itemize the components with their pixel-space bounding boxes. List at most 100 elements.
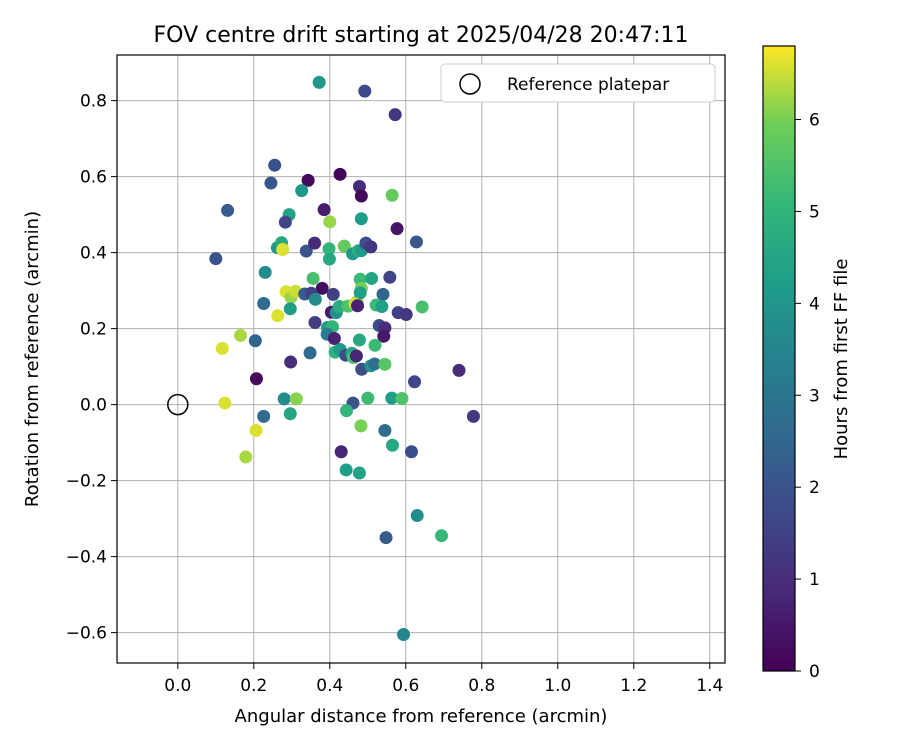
x-tick-label: 1.4	[696, 676, 723, 696]
x-tick-label: 1.2	[620, 676, 647, 696]
y-tick-label: −0.6	[66, 624, 107, 644]
scatter-point	[323, 215, 337, 229]
scatter-point	[368, 357, 382, 371]
scatter-point	[326, 287, 340, 301]
scatter-point	[264, 176, 278, 190]
scatter-point	[299, 244, 313, 258]
scatter-point	[354, 419, 368, 433]
scatter-point	[312, 75, 326, 89]
scatter-point	[334, 445, 348, 459]
scatter-point	[322, 242, 336, 256]
scatter-point	[239, 450, 253, 464]
scatter-points	[209, 75, 480, 641]
scatter-point	[277, 392, 291, 406]
scatter-point	[258, 265, 272, 279]
scatter-point	[249, 423, 263, 437]
scatter-point	[248, 334, 262, 348]
scatter-point	[452, 363, 466, 377]
scatter-point	[365, 271, 379, 285]
scatter-point	[215, 341, 229, 355]
scatter-point	[383, 270, 397, 284]
scatter-point	[315, 281, 329, 295]
scatter-point	[385, 188, 399, 202]
x-axis-label: Angular distance from reference (arcmin)	[235, 706, 608, 727]
scatter-point	[385, 391, 399, 405]
scatter-point	[378, 357, 392, 371]
scatter-point	[395, 392, 409, 406]
reference-platepar-marker	[167, 393, 189, 416]
scatter-point	[386, 438, 399, 452]
scatter-point	[303, 346, 317, 360]
scatter-point	[295, 184, 309, 198]
colorbar-tick-label: 3	[809, 386, 820, 406]
scatter-point	[378, 423, 392, 437]
scatter-point	[271, 309, 285, 323]
legend-label: Reference platepar	[507, 75, 669, 95]
scatter-point	[390, 222, 404, 236]
scatter-point	[284, 355, 298, 369]
scatter-point	[283, 302, 297, 316]
scatter-point	[361, 391, 375, 405]
scatter-point	[353, 286, 367, 300]
grid	[117, 55, 725, 663]
colorbar-tick-label: 5	[809, 202, 820, 222]
scatter-point	[333, 167, 347, 181]
x-tick-label: 0.4	[316, 676, 343, 696]
colorbar-tick-label: 4	[809, 294, 820, 314]
scatter-point	[375, 300, 389, 314]
scatter-point	[327, 331, 341, 345]
colorbar-tick-label: 0	[809, 662, 820, 682]
scatter-point	[358, 84, 372, 98]
scatter-point	[399, 308, 413, 322]
scatter-point	[364, 240, 378, 254]
colorbar-tick-label: 1	[809, 570, 820, 590]
x-tick-label: 0.0	[164, 676, 191, 696]
scatter-point	[289, 392, 303, 406]
y-tick-label: −0.4	[66, 548, 107, 568]
scatter-point	[379, 531, 393, 545]
scatter-point	[257, 409, 271, 423]
x-tick-label: 0.6	[392, 676, 419, 696]
scatter-point	[308, 236, 322, 250]
scatter-point	[408, 375, 422, 389]
scatter-point	[351, 299, 365, 313]
scatter-point	[352, 466, 366, 480]
scatter-point	[283, 407, 297, 421]
colorbar-tick-label: 2	[809, 478, 820, 498]
scatter-point	[249, 372, 263, 386]
scatter-point	[308, 316, 322, 330]
scatter-point	[234, 328, 247, 342]
scatter-point	[317, 203, 331, 217]
scatter-point	[352, 333, 366, 347]
y-tick-label: −0.2	[66, 472, 107, 492]
legend: Reference platepar	[440, 63, 716, 103]
scatter-point	[435, 529, 449, 543]
scatter-point	[377, 329, 391, 343]
scatter-point	[349, 349, 363, 363]
scatter-point	[218, 396, 232, 410]
scatter-point	[466, 409, 480, 423]
scatter-point	[339, 463, 353, 477]
scatter-point	[306, 271, 320, 285]
scatter-point	[308, 292, 322, 306]
scatter-point	[354, 212, 368, 226]
scatter-point	[276, 243, 290, 257]
plot-frame	[116, 54, 726, 664]
y-tick-label: 0.2	[80, 320, 107, 340]
x-tick-label: 0.2	[240, 676, 267, 696]
scatter-point	[405, 445, 418, 459]
scatter-point	[388, 108, 402, 122]
colorbar-gradient	[762, 45, 796, 672]
chart-title: FOV centre drift starting at 2025/04/28 …	[154, 23, 689, 48]
scatter-point	[376, 287, 390, 301]
scatter-point	[409, 235, 423, 249]
x-tick-label: 1.0	[544, 676, 571, 696]
scatter-point	[268, 158, 282, 172]
y-axis-ticks: −0.6 −0.4 −0.2 0.0 0.2 0.4 0.6 0.8	[66, 92, 117, 644]
scatter-point	[368, 338, 382, 352]
legend-open-circle-icon	[459, 73, 481, 95]
scatter-point	[410, 509, 424, 523]
scatter-point	[337, 239, 351, 253]
scatter-point	[257, 297, 271, 311]
